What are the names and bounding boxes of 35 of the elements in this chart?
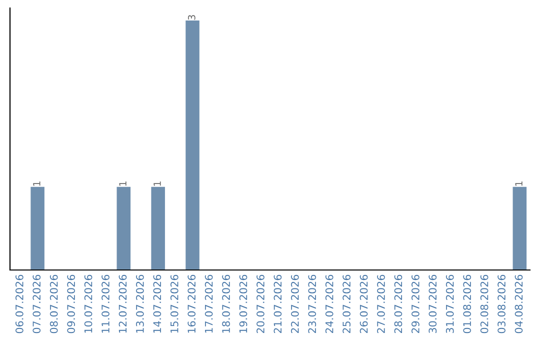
x-tick-label: 21.07.2026 xyxy=(274,274,282,334)
x-tick-label: 06.07.2026 xyxy=(15,274,24,334)
data-label: 1 xyxy=(154,182,161,186)
x-tick-label: 14.07.2026 xyxy=(153,274,162,333)
x-tick-label: 15.07.2026 xyxy=(170,274,178,333)
x-tick-label: 12.07.2026 xyxy=(118,274,127,333)
x-tick-label: 17.07.2026 xyxy=(204,274,213,333)
x-tick-label: 10.07.2026 xyxy=(84,274,92,333)
x-tick-label: 09.07.2026 xyxy=(67,274,76,334)
x-tick-label: 27.07.2026 xyxy=(377,274,385,334)
x-tick-label: 28.07.2026 xyxy=(394,274,402,334)
x-tick-label: 31.07.2026 xyxy=(446,274,454,334)
data-label: 1 xyxy=(515,182,522,186)
x-tick-label: 02.08.2026 xyxy=(480,274,488,334)
x-tick-label: 25.07.2026 xyxy=(342,274,351,334)
x-tick-label: 22.07.2026 xyxy=(290,274,299,334)
x-tick-label: 18.07.2026 xyxy=(222,274,230,333)
x-tick-label: 08.07.2026 xyxy=(50,274,58,334)
x-tick-label: 16.07.2026 xyxy=(188,274,196,333)
data-label: 3 xyxy=(188,15,196,20)
x-tick-label: 07.07.2026 xyxy=(32,274,41,334)
x-tick-label: 04.08.2026 xyxy=(514,274,523,334)
x-tick-label: 01.08.2026 xyxy=(463,274,472,334)
x-tick-label: 13.07.2026 xyxy=(136,274,144,333)
data-label: 1 xyxy=(33,182,40,186)
x-tick-label: 26.07.2026 xyxy=(360,274,368,334)
x-tick-label: 20.07.2026 xyxy=(256,274,264,334)
x-tick-label: 23.07.2026 xyxy=(308,274,316,334)
x-tick-label: 19.07.2026 xyxy=(239,274,248,333)
x-tick-label: 30.07.2026 xyxy=(428,274,437,334)
data-label: 1 xyxy=(119,182,126,186)
x-tick-label: 24.07.2026 xyxy=(325,274,334,334)
x-tick-label: 03.08.2026 xyxy=(498,274,506,334)
x-tick-label: 29.07.2026 xyxy=(412,274,420,334)
x-tick-label: 11.07.2026 xyxy=(102,274,110,333)
